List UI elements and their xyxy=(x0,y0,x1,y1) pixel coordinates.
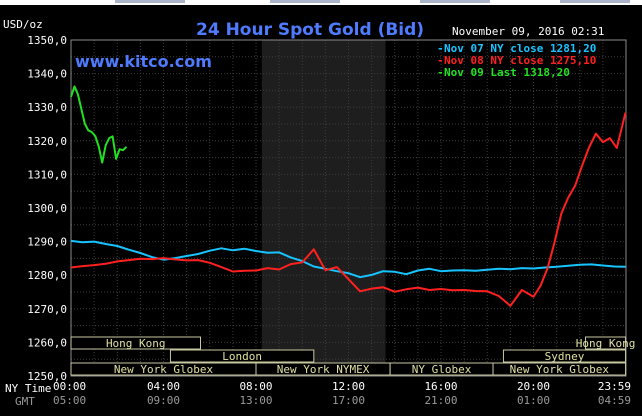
y-tick-label: 1280,0 xyxy=(27,269,67,282)
series-line-2 xyxy=(70,112,627,307)
svg-text:-: - xyxy=(437,66,444,79)
y-tick-label: 1270,0 xyxy=(27,303,67,316)
y-tick-label: 1290,0 xyxy=(27,236,67,249)
x-tick-label-gmt: 21:00 xyxy=(424,394,457,407)
y-tick-label: 1330,0 xyxy=(27,101,67,114)
y-tick-label: 1310,0 xyxy=(27,168,67,181)
x-tick-label-ny: 04:00 xyxy=(147,380,180,393)
y-axis-ticks: 1350,0 1340,0 1330,0 1320,0 1310,0 1300,0 1290… xyxy=(27,34,67,383)
x-row-label-ny: NY Time xyxy=(5,382,51,395)
session-label: New York Globex xyxy=(510,363,610,376)
session-label: Sydney xyxy=(545,350,585,363)
session-label: Hong Kong xyxy=(106,337,166,350)
y-tick-label: 1350,0 xyxy=(27,34,67,47)
plot-frame xyxy=(70,39,627,377)
legend-series-3: Nov 09 Last 1318,20 xyxy=(444,66,570,79)
session-bar: New York Globex xyxy=(70,362,257,376)
session-label: Hong Kong xyxy=(576,337,636,350)
top-strip xyxy=(0,0,642,5)
x-tick-label-gmt: 05:00 xyxy=(53,394,86,407)
session-label: New York Globex xyxy=(114,363,214,376)
x-tick-label-ny: 12:00 xyxy=(332,380,365,393)
series-line-1 xyxy=(70,239,626,279)
session-bar: Hong Kong xyxy=(70,336,201,350)
series-line-3 xyxy=(70,85,128,164)
chart-title: 24 Hour Spot Gold (Bid) xyxy=(196,20,424,40)
x-tick-label-ny: 20:00 xyxy=(517,380,550,393)
x-tick-label-ny: 23:59 xyxy=(598,380,631,393)
x-tick-label-gmt: 01:00 xyxy=(517,394,550,407)
y-tick-label: 1340,0 xyxy=(27,68,67,81)
chart-timestamp: November 09, 2016 02:31 xyxy=(452,25,604,38)
y-tick-label: 1300,0 xyxy=(27,202,67,215)
session-label: New York NYMEX xyxy=(277,363,370,376)
session-bar: New York Globex xyxy=(492,362,627,376)
svg-text:-: - xyxy=(437,42,444,55)
session-bar: New York NYMEX xyxy=(255,362,391,376)
x-tick-label-ny: 16:00 xyxy=(424,380,457,393)
y-axis-unit: USD/oz xyxy=(3,18,43,31)
svg-text:-: - xyxy=(437,54,444,67)
x-tick-label-ny: 00:00 xyxy=(53,380,86,393)
x-tick-label-gmt: 09:00 xyxy=(147,394,180,407)
price-series xyxy=(70,85,627,307)
x-tick-label-gmt: 13:00 xyxy=(239,394,272,407)
y-tick-label: 1320,0 xyxy=(27,135,67,148)
legend-series-1: Nov 07 NY close 1281,20 xyxy=(444,42,596,55)
session-label: NY Globex xyxy=(412,363,472,376)
session-bar: Sydney xyxy=(502,349,627,363)
session-bar: Hong Kong xyxy=(576,336,636,350)
x-tick-label-gmt: 04:59 xyxy=(598,394,631,407)
session-label: London xyxy=(222,350,262,363)
x-tick-label-ny: 08:00 xyxy=(239,380,272,393)
y-tick-label: 1250,0 xyxy=(27,370,67,383)
session-bar: NY Globex xyxy=(389,362,494,376)
x-tick-label-gmt: 17:00 xyxy=(332,394,365,407)
y-tick-label: 1260,0 xyxy=(27,336,67,349)
session-bar: London xyxy=(169,349,315,363)
legend-series-2: Nov 08 NY close 1275,10 xyxy=(444,54,596,67)
brand-watermark: www.kitco.com xyxy=(75,52,212,71)
x-row-label-gmt: GMT xyxy=(15,395,35,408)
